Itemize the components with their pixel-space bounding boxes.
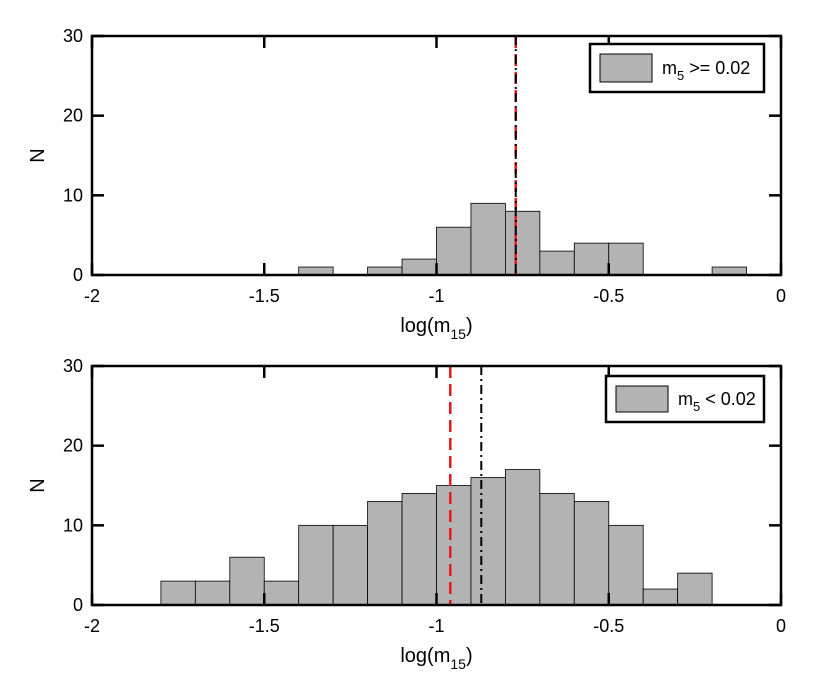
histogram-bar	[504, 210, 541, 276]
histogram-bar	[539, 250, 575, 276]
legend-label-subscript: 5	[677, 68, 684, 83]
legend-swatch	[599, 53, 653, 83]
histogram-bars	[160, 469, 713, 606]
legend-label-subscript: 5	[693, 399, 700, 414]
x-axis-label: log(m15)	[400, 315, 472, 342]
histogram-bar	[608, 524, 644, 606]
histogram-bar	[263, 580, 300, 606]
histogram-bar	[229, 556, 265, 606]
y-tick-label: 30	[63, 356, 83, 376]
histogram-bar	[470, 477, 506, 606]
x-axis-label-base: log(m	[400, 315, 450, 337]
y-tick-label: 0	[73, 595, 83, 615]
histogram-bar	[470, 202, 506, 276]
histogram-bar	[504, 469, 541, 606]
x-tick-label: -0.5	[593, 616, 624, 636]
y-tick-label: 20	[63, 106, 83, 126]
x-axis-label-close: )	[466, 645, 473, 667]
legend: m5 >= 0.02	[588, 42, 766, 94]
histogram-bar	[642, 588, 679, 606]
histogram-bar	[160, 580, 196, 606]
y-tick-label: 30	[63, 26, 83, 46]
y-tick-label: 0	[73, 265, 83, 285]
x-axis-label: log(m15)	[400, 645, 472, 672]
histogram-bar	[367, 501, 403, 606]
histogram-bars	[298, 202, 747, 276]
histogram-bar	[194, 580, 231, 606]
legend-label-rest: >= 0.02	[684, 58, 750, 78]
x-axis-label-subscript: 15	[450, 326, 466, 342]
histogram-bar	[608, 242, 644, 276]
histogram-bar	[677, 572, 713, 606]
legend-label-base: m	[662, 58, 677, 78]
legend: m5 < 0.02	[604, 374, 766, 424]
x-axis-label-subscript: 15	[450, 656, 466, 672]
x-tick-label: -1.5	[249, 616, 280, 636]
x-axis-label-close: )	[466, 315, 473, 337]
histogram-bar	[436, 226, 472, 276]
x-tick-label: -2	[84, 286, 100, 306]
legend-swatch	[615, 385, 669, 413]
x-axis-label-base: log(m	[400, 645, 450, 667]
x-tick-label: -1	[428, 286, 444, 306]
x-tick-label: -2	[84, 616, 100, 636]
x-tick-label: -1	[428, 616, 444, 636]
histogram-bar	[332, 524, 368, 606]
histogram-bar	[573, 242, 610, 276]
x-tick-label: 0	[776, 286, 786, 306]
legend-label-base: m	[678, 389, 693, 409]
histogram-bar	[573, 501, 610, 606]
x-tick-label: -1.5	[249, 286, 280, 306]
y-axis-label: N	[27, 478, 49, 492]
y-tick-label: 10	[63, 515, 83, 535]
y-tick-label: 10	[63, 185, 83, 205]
histogram-bar	[436, 485, 472, 606]
histogram-bar	[539, 493, 575, 606]
histogram-bar	[401, 493, 437, 606]
y-axis-label: N	[27, 148, 49, 162]
x-tick-label: -0.5	[593, 286, 624, 306]
legend-label: m5 >= 0.02	[662, 58, 750, 83]
y-tick-label: 20	[63, 436, 83, 456]
legend-label: m5 < 0.02	[678, 389, 756, 414]
histogram-bar	[401, 258, 437, 276]
x-tick-label: 0	[776, 616, 786, 636]
histogram-bar	[298, 524, 334, 606]
legend-label-rest: < 0.02	[700, 389, 756, 409]
